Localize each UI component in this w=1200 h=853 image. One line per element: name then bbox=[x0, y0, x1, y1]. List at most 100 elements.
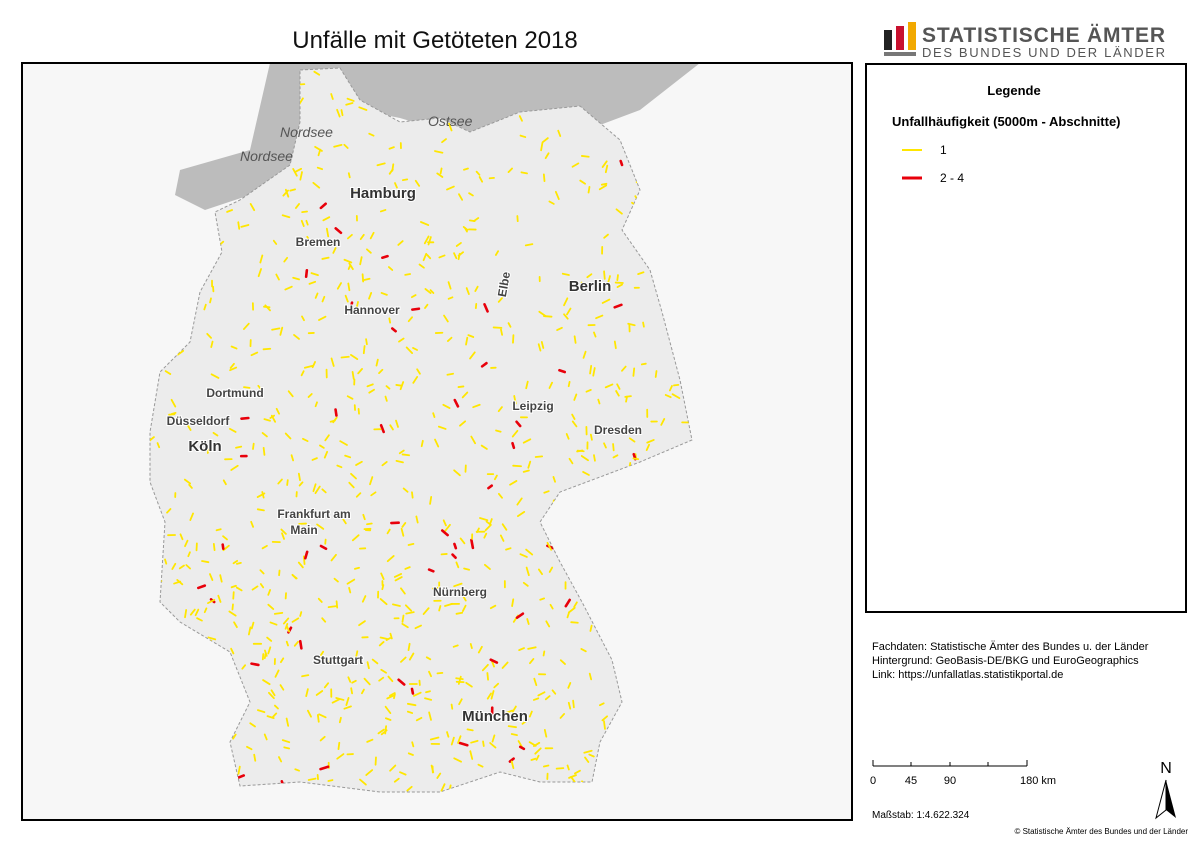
accident-segment bbox=[521, 172, 527, 173]
accident-segment bbox=[385, 397, 386, 401]
scale-ratio: Maßstab: 1:4.622.324 bbox=[872, 810, 970, 821]
accident-segment bbox=[468, 729, 473, 730]
city-label: Leipzig bbox=[512, 399, 553, 413]
accident-segment bbox=[544, 651, 545, 655]
accident-segment bbox=[512, 734, 517, 735]
accident-segment bbox=[412, 742, 413, 746]
accident-segment bbox=[305, 552, 307, 558]
city-label: Düsseldorf bbox=[167, 414, 231, 428]
accident-segment bbox=[544, 174, 545, 181]
accident-segment bbox=[353, 372, 354, 379]
logo-text: STATISTISCHE ÄMTER bbox=[922, 24, 1165, 47]
accident-segment bbox=[328, 780, 332, 781]
accident-segment bbox=[366, 339, 367, 344]
source-line: Link: https://unfallatlas.statistikporta… bbox=[872, 669, 1063, 681]
accident-segment bbox=[471, 644, 472, 648]
accident-segment bbox=[464, 169, 468, 170]
accident-segment bbox=[578, 451, 584, 452]
accident-segment bbox=[594, 455, 595, 461]
accident-segment bbox=[336, 410, 337, 416]
logo-bar bbox=[884, 30, 892, 50]
logo-bar bbox=[908, 22, 916, 50]
map: Nordsee Nordsee Ostsee Hamburg Bremen Be… bbox=[22, 63, 852, 820]
accident-segment bbox=[433, 413, 434, 417]
accident-segment bbox=[396, 385, 401, 386]
north-arrow-half bbox=[1166, 780, 1176, 818]
accident-segment bbox=[544, 766, 549, 767]
sea-label: Nordsee bbox=[240, 148, 293, 164]
accident-segment bbox=[302, 675, 308, 676]
accident-segment bbox=[569, 382, 570, 386]
accident-segment bbox=[509, 726, 516, 727]
accident-segment bbox=[456, 678, 463, 679]
accident-segment bbox=[483, 741, 484, 746]
accident-segment bbox=[409, 544, 414, 545]
accident-segment bbox=[412, 309, 419, 310]
accident-segment bbox=[412, 492, 413, 497]
accident-segment bbox=[531, 759, 535, 760]
accident-segment bbox=[526, 244, 533, 245]
north-arrow: N bbox=[1156, 760, 1176, 818]
north-arrow-half bbox=[1156, 780, 1166, 818]
city-label: Bremen bbox=[296, 235, 341, 249]
accident-segment bbox=[251, 664, 258, 665]
accident-segment bbox=[633, 458, 638, 459]
sea-label: Nordsee bbox=[280, 124, 333, 140]
legend-subtitle: Unfallhäufigkeit (5000m - Abschnitte) bbox=[892, 114, 1121, 129]
accident-segment bbox=[306, 270, 307, 276]
legend-label: 2 - 4 bbox=[940, 171, 964, 185]
accident-segment bbox=[214, 544, 215, 550]
legend-label: 1 bbox=[940, 143, 947, 157]
accident-segment bbox=[541, 143, 542, 150]
accident-segment bbox=[568, 765, 569, 769]
accident-segment bbox=[557, 768, 564, 769]
accident-segment bbox=[349, 588, 350, 593]
accident-segment bbox=[258, 509, 264, 510]
city-label: Berlin bbox=[569, 278, 612, 295]
accident-segment bbox=[351, 688, 352, 693]
accident-segment bbox=[487, 673, 488, 680]
copyright: © Statistische Ämter des Bundes und der … bbox=[1014, 827, 1188, 836]
scale-label: 45 bbox=[905, 775, 917, 787]
accident-segment bbox=[409, 644, 410, 650]
accident-segment bbox=[441, 168, 442, 173]
city-label: Köln bbox=[188, 438, 221, 455]
accident-segment bbox=[223, 545, 224, 549]
city-label: Dortmund bbox=[206, 386, 263, 400]
accident-segment bbox=[364, 346, 365, 353]
accident-segment bbox=[382, 256, 387, 258]
accident-segment bbox=[590, 366, 591, 374]
accident-segment bbox=[264, 448, 265, 455]
accident-segment bbox=[643, 323, 644, 327]
north-label: N bbox=[1160, 760, 1172, 777]
source-line: Hintergrund: GeoBasis-DE/BKG und EuroGeo… bbox=[872, 655, 1139, 667]
legend-title: Legende bbox=[987, 83, 1040, 98]
city-label: Stuttgart bbox=[313, 653, 363, 667]
accident-segment bbox=[656, 371, 657, 377]
accident-segment bbox=[501, 330, 502, 335]
accident-segment bbox=[571, 622, 578, 623]
accident-segment bbox=[287, 642, 288, 646]
accident-segment bbox=[403, 454, 410, 455]
accident-segment bbox=[340, 718, 341, 723]
logo-bar bbox=[896, 26, 904, 50]
accident-segment bbox=[254, 755, 255, 761]
accident-segment bbox=[589, 187, 590, 193]
accident-segment bbox=[236, 447, 241, 448]
accident-segment bbox=[615, 341, 616, 348]
accident-segment bbox=[454, 544, 455, 548]
accident-segment bbox=[447, 374, 453, 375]
accident-segment bbox=[466, 338, 467, 345]
accident-segment bbox=[202, 561, 208, 562]
accident-segment bbox=[430, 497, 431, 504]
accident-segment bbox=[284, 747, 289, 748]
accident-segment bbox=[355, 568, 359, 569]
accident-segment bbox=[264, 349, 271, 350]
accident-segment bbox=[513, 443, 514, 448]
city-label: München bbox=[462, 708, 528, 725]
accident-segment bbox=[185, 610, 186, 617]
accident-segment bbox=[241, 418, 248, 419]
accident-segment bbox=[287, 480, 288, 485]
accident-segment bbox=[237, 563, 241, 564]
